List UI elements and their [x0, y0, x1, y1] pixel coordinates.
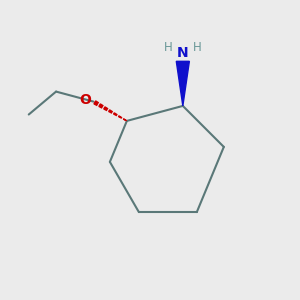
Text: O: O — [79, 93, 91, 107]
Polygon shape — [123, 119, 126, 121]
Polygon shape — [176, 61, 189, 106]
Polygon shape — [94, 101, 98, 105]
Polygon shape — [118, 116, 122, 118]
Polygon shape — [104, 107, 107, 110]
Polygon shape — [99, 104, 103, 108]
Polygon shape — [109, 110, 112, 113]
Polygon shape — [114, 113, 117, 116]
Text: H: H — [164, 41, 173, 55]
Text: N: N — [177, 46, 189, 60]
Text: H: H — [193, 41, 202, 55]
